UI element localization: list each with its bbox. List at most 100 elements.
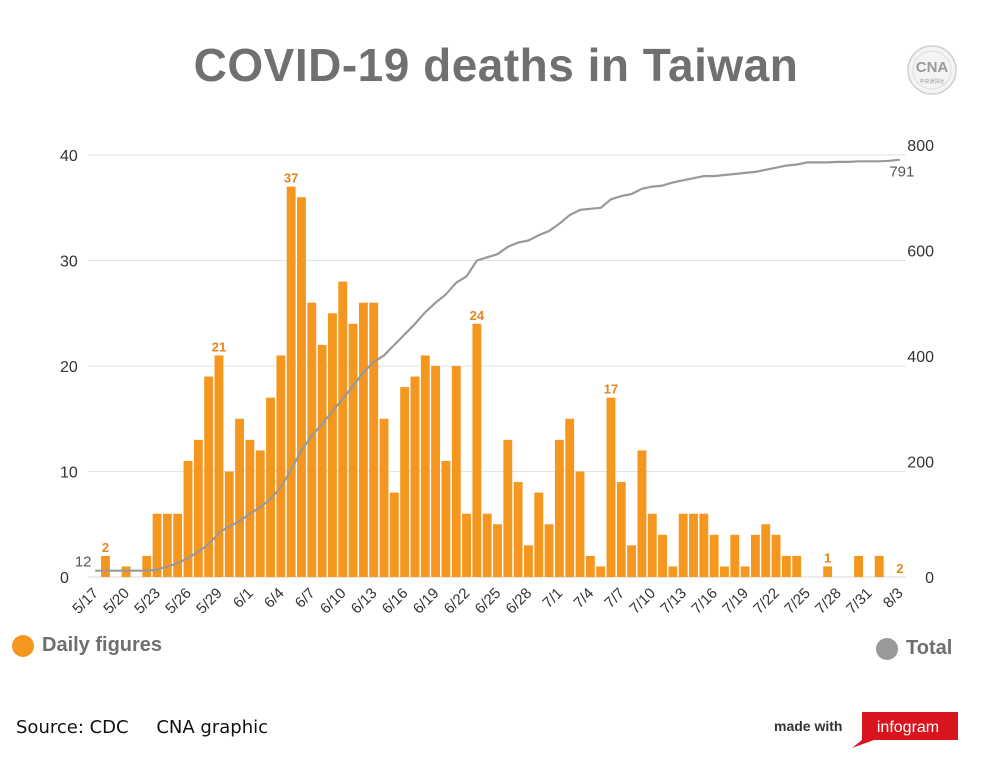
x-tick-label: 7/7 [601,585,628,612]
y-right-tick-label: 600 [907,244,934,261]
y-left-tick-label: 20 [60,359,78,376]
daily-bar [420,355,430,577]
daily-bar [338,281,348,577]
daily-bar [575,471,585,577]
daily-bar [389,492,399,577]
chart-title: COVID-19 deaths in Taiwan [193,39,799,91]
x-tick-label: 6/16 [379,585,412,618]
legend-daily-dot [12,634,34,657]
daily-bar [616,482,626,577]
x-tick-label: 7/28 [812,585,845,618]
daily-bar [276,355,286,577]
daily-bar [750,534,760,577]
daily-bar [720,566,729,577]
daily-bar [297,197,306,577]
y-right-tick-label: 0 [925,570,934,587]
daily-bar [152,513,162,577]
x-tick-label: 7/31 [843,585,876,618]
daily-bar [162,513,172,577]
total-line [95,158,900,572]
svg-text:中央通訊社: 中央通訊社 [919,78,944,85]
x-tick-label: 6/22 [441,585,474,618]
x-tick-label: 6/7 [292,585,319,612]
y-right-tick-label: 200 [907,455,934,472]
x-tick-label: 6/4 [261,585,288,612]
y-left-tick-label: 10 [60,465,78,482]
daily-bar [224,471,234,577]
daily-bar [348,323,358,577]
daily-bar [307,302,317,577]
daily-bar [585,555,595,577]
daily-bar [544,524,554,577]
daily-bar [193,439,203,577]
x-tick-label: 5/26 [162,585,195,618]
x-tick-label: 7/1 [539,585,566,612]
daily-bar [771,534,781,577]
daily-bar [245,439,255,577]
legend-total-label: Total [906,637,953,659]
daily-bar [740,566,750,577]
x-tick-label: 7/10 [626,585,659,618]
x-tick-label: 5/29 [193,585,226,618]
infogram-badge[interactable]: infogram [848,710,960,750]
x-tick-label: 6/13 [348,585,381,618]
daily-bar [854,555,864,577]
legend-daily[interactable]: Daily figures [12,634,162,657]
line-data-label: 791 [889,164,914,181]
daily-bar [781,555,791,577]
daily-bar [596,566,606,577]
daily-bar [689,513,698,577]
daily-bar [235,418,245,577]
x-tick-label: 6/19 [410,585,443,618]
daily-bar [451,366,461,577]
daily-bar [286,186,296,577]
legend-total-dot [876,637,898,660]
svg-text:CNA: CNA [916,59,949,76]
credit-text: CNA graphic [156,717,268,738]
made-with-text: made with [774,718,843,734]
daily-bar [482,513,492,577]
daily-bar [513,482,523,577]
daily-bar [658,534,667,577]
daily-bar [204,376,214,577]
legend-total[interactable]: Total [876,637,952,660]
cna-logo-icon: CNA 中央通訊社 [907,45,957,95]
daily-bar [410,376,420,577]
daily-bar [761,524,771,577]
y-right-tick-label: 800 [907,138,934,155]
x-tick-label: 7/25 [781,585,814,618]
daily-bar [606,397,616,577]
daily-bar [173,513,183,577]
daily-bar [565,418,575,577]
line-data-label: 12 [75,554,92,571]
daily-bar [874,555,884,577]
daily-bar [647,513,657,577]
x-tick-label: 8/3 [880,585,907,612]
infogram-badge-shape [852,712,958,748]
daily-bar [699,513,709,577]
daily-bar [792,555,802,577]
daily-bar [379,418,389,577]
x-tick-label: 7/4 [570,585,597,612]
daily-bar [101,555,110,577]
x-tick-label: 6/1 [230,585,257,612]
daily-bar [142,555,152,577]
x-tick-label: 6/28 [503,585,536,618]
daily-bar [524,545,533,577]
daily-bar [534,492,544,577]
daily-bars [101,186,884,577]
daily-bar [668,566,678,577]
daily-bar [678,513,688,577]
daily-bar [493,524,502,577]
daily-bar [431,366,441,577]
y-left-tick-label: 40 [60,148,78,165]
daily-bar [823,566,833,577]
daily-bar [637,450,647,577]
daily-bar [441,460,451,577]
daily-bar [709,534,719,577]
x-tick-label: 7/13 [657,585,690,618]
daily-bar [183,460,193,577]
source-note: Source: CDC CNA graphic [16,717,268,738]
x-tick-label: 5/23 [131,585,164,618]
daily-bar [472,323,482,577]
